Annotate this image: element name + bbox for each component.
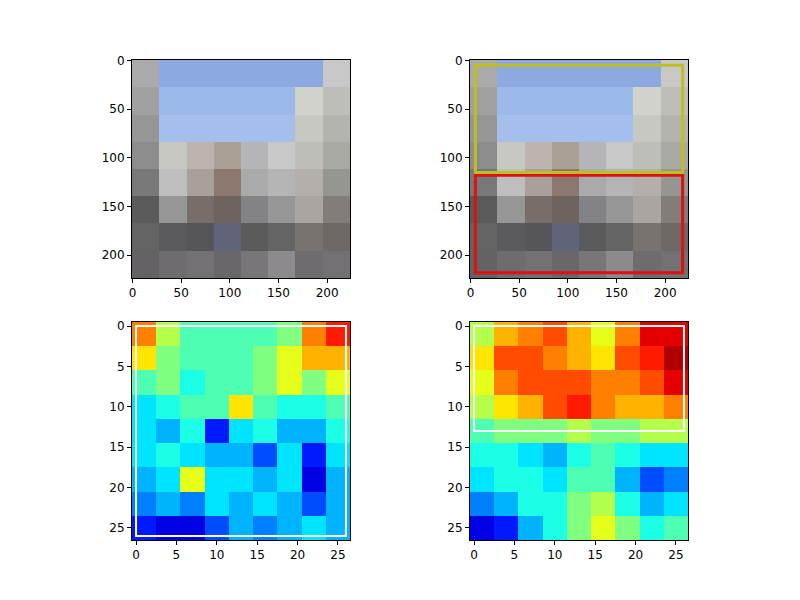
svg-text:10: 10 <box>447 400 462 414</box>
svg-text:10: 10 <box>209 548 224 562</box>
svg-text:150: 150 <box>605 286 628 300</box>
svg-text:50: 50 <box>109 102 124 116</box>
svg-text:15: 15 <box>588 548 603 562</box>
svg-text:20: 20 <box>109 481 124 495</box>
svg-text:100: 100 <box>556 286 579 300</box>
svg-text:25: 25 <box>668 548 683 562</box>
svg-text:10: 10 <box>109 400 124 414</box>
svg-text:10: 10 <box>547 548 562 562</box>
svg-text:20: 20 <box>628 548 643 562</box>
svg-text:150: 150 <box>102 200 125 214</box>
svg-text:5: 5 <box>173 548 181 562</box>
svg-text:20: 20 <box>447 481 462 495</box>
svg-text:50: 50 <box>512 286 527 300</box>
svg-text:15: 15 <box>109 440 124 454</box>
svg-text:0: 0 <box>129 286 137 300</box>
svg-text:50: 50 <box>174 286 189 300</box>
svg-text:100: 100 <box>440 151 463 165</box>
svg-text:5: 5 <box>511 548 519 562</box>
svg-text:0: 0 <box>455 319 463 333</box>
svg-text:150: 150 <box>267 286 290 300</box>
svg-text:150: 150 <box>440 200 463 214</box>
svg-text:0: 0 <box>467 286 475 300</box>
svg-text:200: 200 <box>102 248 125 262</box>
svg-text:50: 50 <box>447 102 462 116</box>
svg-text:0: 0 <box>117 54 125 68</box>
svg-text:200: 200 <box>316 286 339 300</box>
svg-text:200: 200 <box>440 248 463 262</box>
svg-text:15: 15 <box>250 548 265 562</box>
svg-text:5: 5 <box>117 360 125 374</box>
svg-text:100: 100 <box>218 286 241 300</box>
svg-text:0: 0 <box>132 548 140 562</box>
svg-text:200: 200 <box>654 286 677 300</box>
svg-text:20: 20 <box>290 548 305 562</box>
svg-text:0: 0 <box>455 54 463 68</box>
svg-text:15: 15 <box>447 440 462 454</box>
svg-text:25: 25 <box>447 521 462 535</box>
svg-text:25: 25 <box>109 521 124 535</box>
svg-text:100: 100 <box>102 151 125 165</box>
svg-text:25: 25 <box>330 548 345 562</box>
svg-text:0: 0 <box>470 548 478 562</box>
svg-text:5: 5 <box>455 360 463 374</box>
svg-text:0: 0 <box>117 319 125 333</box>
